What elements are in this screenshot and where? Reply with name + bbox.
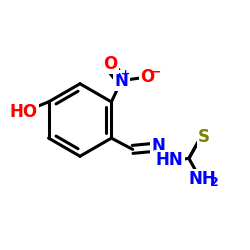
Text: NH: NH	[188, 170, 216, 188]
Text: N: N	[152, 137, 165, 155]
Text: HO: HO	[10, 103, 38, 121]
Text: O: O	[103, 55, 117, 73]
Text: N: N	[114, 72, 128, 90]
Text: 2: 2	[210, 176, 218, 190]
Text: HN: HN	[156, 151, 183, 170]
Text: S: S	[198, 128, 210, 146]
Text: +: +	[121, 68, 130, 78]
Text: O: O	[140, 68, 154, 86]
Text: −: −	[150, 66, 161, 78]
